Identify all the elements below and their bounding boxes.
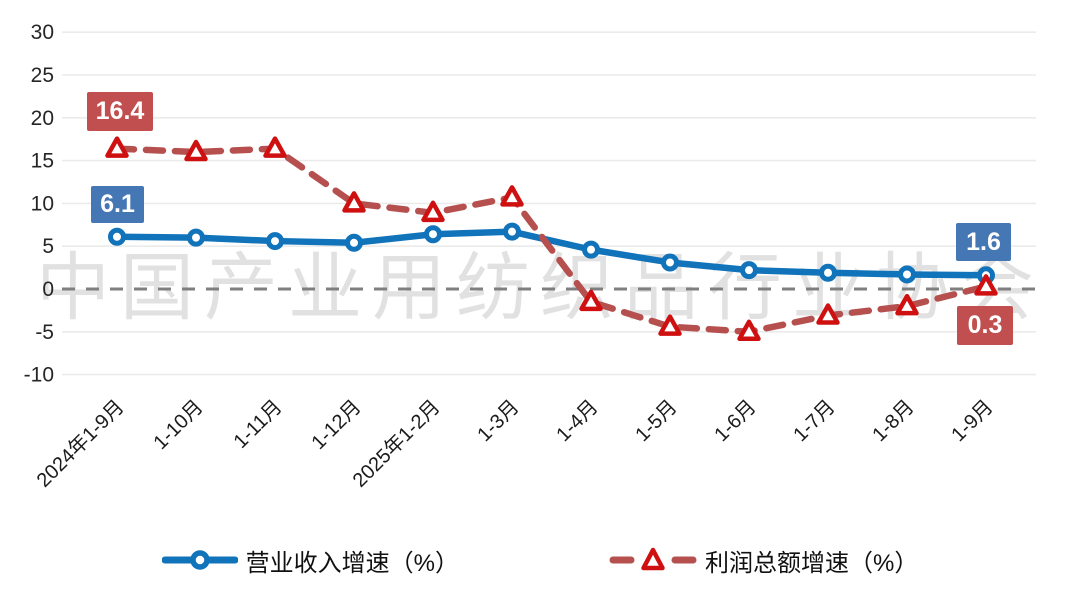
marker-triangle <box>974 274 998 296</box>
marker-circle <box>108 227 126 246</box>
y-tick-label: 30 <box>31 21 54 44</box>
marker-triangle <box>816 303 840 325</box>
legend-swatch-profit-dash-triangle-icon <box>609 547 697 571</box>
y-tick-label: 5 <box>42 235 54 258</box>
series-line-0 <box>113 228 990 279</box>
y-tick-label: 25 <box>31 64 54 87</box>
marker-circle <box>266 232 284 251</box>
x-tick-label: 1-3月 <box>473 396 523 446</box>
x-tick-label: 1-4月 <box>552 396 602 446</box>
marker-triangle <box>658 314 682 336</box>
marker-triangle <box>737 319 761 342</box>
y-tick-label: 0 <box>42 278 54 301</box>
x-tick-label: 1-9月 <box>947 396 997 446</box>
x-tick-label: 1-11月 <box>230 396 287 453</box>
legend-label-profit: 利润总额增速（%） <box>705 549 919 577</box>
x-tick-label: 1-7月 <box>789 396 839 446</box>
marker-circle <box>503 222 521 241</box>
marker-circle <box>819 263 837 282</box>
x-tick-label: 1-10月 <box>150 396 208 454</box>
marker-triangle <box>263 136 287 158</box>
marker-circle <box>345 233 363 252</box>
watermark-text: 中国产业用纺织品行业协会 <box>36 245 1044 331</box>
marker-triangle <box>500 185 524 207</box>
marker-circle <box>424 225 442 244</box>
marker-circle <box>582 240 600 259</box>
marker-circle <box>187 228 205 247</box>
marker-triangle <box>184 139 208 162</box>
data-label-profit-end: 0.3 <box>957 306 1013 345</box>
marker-triangle <box>342 191 366 213</box>
y-tick-label: 20 <box>31 107 54 130</box>
x-tick-label: 1-6月 <box>710 396 760 446</box>
x-tick-label: 1-12月 <box>308 396 366 454</box>
marker-triangle <box>579 289 603 312</box>
marker-circle <box>661 253 679 272</box>
marker-triangle <box>895 293 919 316</box>
x-tick-label: 2024年1-9月 <box>32 395 128 491</box>
data-label-revenue-end: 1.6 <box>956 223 1011 261</box>
marker-circle <box>740 261 758 280</box>
marker-circle <box>898 265 916 284</box>
y-tick-label: -10 <box>24 364 54 387</box>
legend: 营业收入增速（%） 利润总额增速（%） <box>0 534 1080 586</box>
x-tick-label: 1-5月 <box>631 396 681 446</box>
line-chart: 30 25 20 15 10 5 0 -5 -10 2024年1-9月 1-10月 1-11月 1-12… <box>24 21 1036 492</box>
marker-triangle <box>421 200 445 223</box>
y-tick-label: 15 <box>31 150 54 173</box>
data-label-revenue-start: 6.1 <box>91 186 144 223</box>
series-line-1 <box>113 145 990 336</box>
x-tick-label: 1-8月 <box>868 396 918 446</box>
y-tick-label: 10 <box>31 192 54 215</box>
y-tick-label: -5 <box>35 321 54 344</box>
legend-item-profit: 利润总额增速（%） <box>609 543 918 578</box>
legend-swatch-revenue-line-circle-icon <box>161 550 238 570</box>
legend-label-revenue: 营业收入增速（%） <box>245 549 459 577</box>
legend-item-revenue: 营业收入增速（%） <box>161 543 459 578</box>
data-label-profit-start: 16.4 <box>87 92 153 131</box>
marker-triangle <box>105 136 129 158</box>
